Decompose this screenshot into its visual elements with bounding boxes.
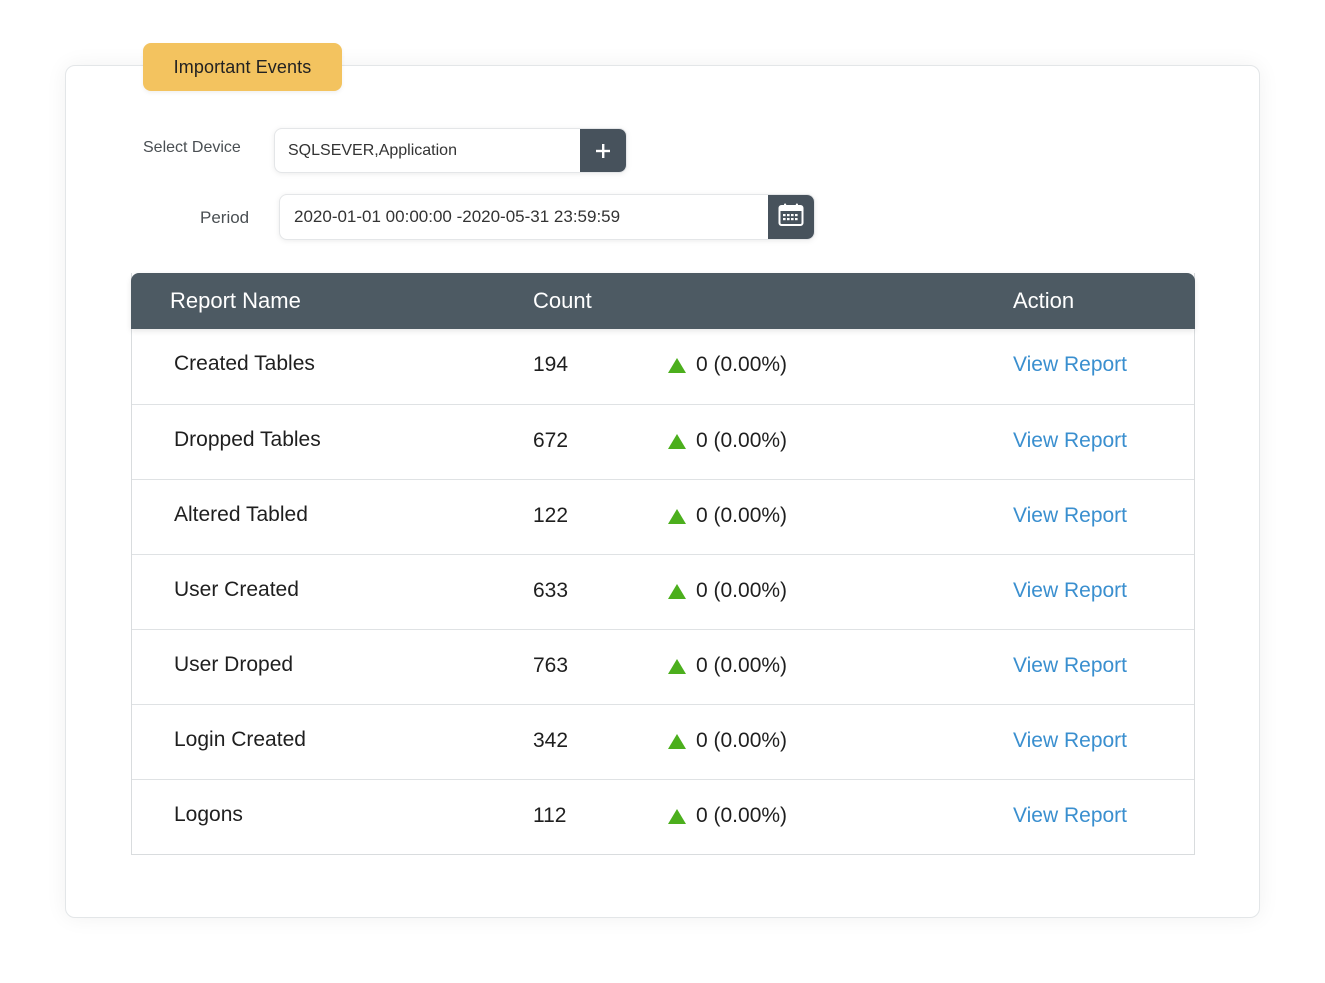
change-cell: 0 (0.00%) [668,729,787,753]
view-report-link[interactable]: View Report [1013,353,1128,376]
triangle-up-icon [668,583,686,599]
count-cell: 122 [533,504,569,527]
change-value: 0 (0.00%) [696,729,788,752]
calendar-button[interactable] [768,195,814,239]
header-count[interactable]: Count [533,288,592,313]
triangle-up-icon [668,733,686,749]
view-report-link[interactable]: View Report [1013,504,1128,527]
triangle-up-icon [668,508,686,524]
triangle-up-icon [668,808,686,824]
triangle-up-icon [668,433,686,449]
change-value: 0 (0.00%) [696,804,788,827]
table-body: Created Tables 194 0 (0.00%) View Report Dro… [132,329,1194,854]
period-label: Period [200,208,250,227]
events-table: Report Name Count Action Created Tables 1… [131,273,1195,855]
change-value: 0 (0.00%) [696,654,788,677]
add-device-button[interactable] [580,129,626,172]
change-cell: 0 (0.00%) [668,804,787,828]
header-report-name[interactable]: Report Name [170,288,301,313]
change-value: 0 (0.00%) [696,504,788,527]
calendar-icon [778,203,804,232]
change-cell: 0 (0.00%) [668,504,787,528]
triangle-up-icon [668,658,686,674]
table-row: User Created 633 0 (0.00%) View Report [132,554,1194,629]
select-device-label: Select Device [143,139,241,156]
header-action: Action [1013,288,1075,313]
table-row: User Droped 763 0 (0.00%) View Report [132,629,1194,704]
count-cell: 763 [533,654,569,677]
table-row: Altered Tabled 122 0 (0.00%) View Report [132,479,1194,554]
report-name-cell: Created Tables [174,352,315,375]
table-row: Logons 112 0 (0.00%) View Report [132,779,1194,854]
triangle-up-icon [668,357,686,373]
report-name-cell: Login Created [174,728,306,751]
period-input-value: 2020-01-01 00:00:00 -2020-05-31 23:59:59 [294,207,621,226]
count-cell: 342 [533,729,569,752]
view-report-link[interactable]: View Report [1013,429,1128,452]
change-cell: 0 (0.00%) [668,654,787,678]
report-name-cell: User Created [174,578,299,601]
plus-icon [595,137,611,163]
count-cell: 194 [533,353,569,376]
report-name-cell: Altered Tabled [174,503,308,526]
count-cell: 672 [533,429,569,452]
period-input[interactable]: 2020-01-01 00:00:00 -2020-05-31 23:59:59 [279,194,815,240]
change-value: 0 (0.00%) [696,579,788,602]
change-cell: 0 (0.00%) [668,429,787,453]
table-row: Created Tables 194 0 (0.00%) View Report [132,329,1194,404]
table-row: Login Created 342 0 (0.00%) View Report [132,704,1194,779]
change-value: 0 (0.00%) [696,353,788,376]
report-name-cell: Logons [174,803,243,826]
table-row: Dropped Tables 672 0 (0.00%) View Report [132,404,1194,479]
view-report-link[interactable]: View Report [1013,804,1128,827]
change-cell: 0 (0.00%) [668,353,787,377]
view-report-link[interactable]: View Report [1013,654,1128,677]
device-selector[interactable]: SQLSEVER,Application [274,128,627,173]
device-selector-value: SQLSEVER,Application [288,141,457,159]
view-report-link[interactable]: View Report [1013,579,1128,602]
report-name-cell: Dropped Tables [174,428,321,451]
view-report-link[interactable]: View Report [1013,729,1128,752]
important-events-tab[interactable]: Important Events [143,43,342,91]
table-header: Report Name Count Action [131,273,1195,329]
report-name-cell: User Droped [174,653,294,676]
change-cell: 0 (0.00%) [668,579,787,603]
count-cell: 112 [533,804,567,827]
count-cell: 633 [533,579,569,602]
change-value: 0 (0.00%) [696,429,788,452]
